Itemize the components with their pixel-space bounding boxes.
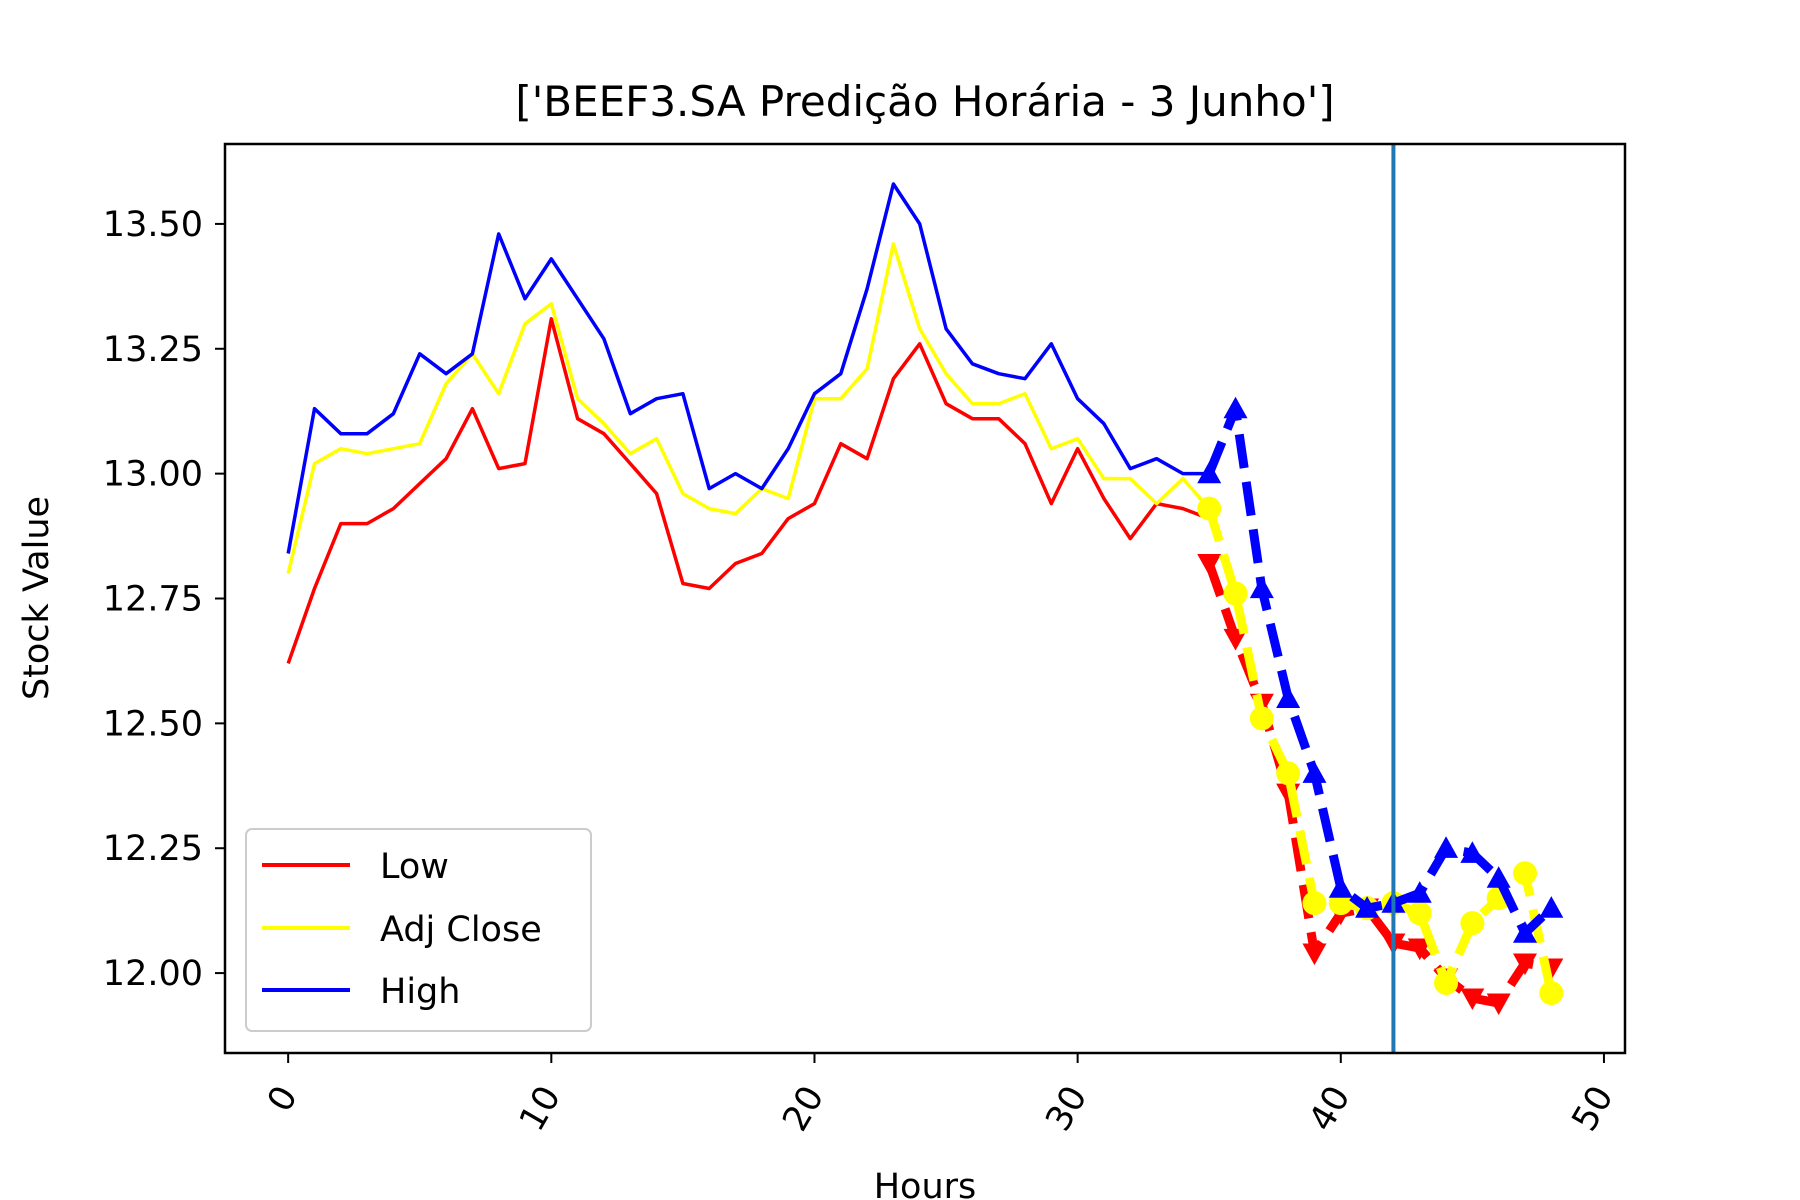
x-tick-label: 20 [775, 1080, 832, 1139]
y-tick-label: 12.50 [103, 704, 203, 744]
x-axis: 0 10 20 30 40 50 [260, 1053, 1622, 1138]
x-tick-label: 30 [1039, 1080, 1096, 1139]
legend: Low Adj Close High [245, 828, 592, 1032]
prediction-marker-triangle-down [1223, 628, 1248, 651]
prediction-marker-circle [1407, 901, 1432, 926]
prediction-marker-circle [1460, 911, 1485, 936]
series-line-adj-close [286, 242, 1211, 574]
legend-label-high: High [380, 972, 460, 1012]
chart-title: ['BEEF3.SA Predição Horária - 3 Junho'] [515, 77, 1334, 126]
prediction-marker-circle [1302, 891, 1327, 916]
prediction-marker-circle [1223, 581, 1248, 606]
prediction-marker-circle [1197, 496, 1222, 521]
prediction-marker-triangle-up [1302, 761, 1327, 783]
prediction-marker-triangle-down [1460, 988, 1485, 1011]
prediction-marker-triangle-down [1486, 993, 1511, 1016]
prediction-marker-triangle-down [1513, 953, 1537, 976]
y-tick-label: 12.00 [103, 954, 203, 994]
prediction-marker-triangle-up [1486, 866, 1511, 888]
prediction-marker-triangle-down [1302, 943, 1327, 966]
prediction-marker-triangle-down [1197, 553, 1222, 576]
series-layer [286, 182, 1211, 664]
prediction-marker-triangle-up [1223, 396, 1248, 419]
legend-frame [245, 828, 592, 1032]
prediction-marker-circle [1249, 706, 1274, 731]
series-line-low [286, 317, 1210, 664]
prediction-marker-triangle-down [1407, 938, 1432, 961]
prediction-marker-triangle-up [1539, 896, 1564, 918]
prediction-marker-triangle-up [1249, 576, 1274, 599]
x-tick-label: 40 [1302, 1080, 1359, 1139]
x-axis-title: Hours [874, 1167, 977, 1200]
x-tick-label: 50 [1565, 1080, 1622, 1139]
prediction-marker-triangle-up [1460, 841, 1485, 863]
prediction-marker-triangle-up [1276, 686, 1301, 708]
y-axis: 12.00 12.25 12.50 12.75 13.00 13.25 13.50 [103, 205, 225, 994]
prediction-marker-circle [1276, 761, 1301, 786]
y-tick-label: 13.25 [103, 330, 203, 370]
prediction-marker-circle [1434, 971, 1459, 996]
y-axis-title: Stock Value [17, 496, 57, 700]
prediction-line-triangle-down [1204, 562, 1553, 1008]
prediction-marker-circle [1513, 861, 1537, 886]
y-tick-label: 12.75 [103, 580, 203, 620]
y-tick-label: 13.50 [103, 205, 203, 245]
prediction-marker-triangle-up [1513, 921, 1537, 943]
y-tick-label: 13.00 [103, 455, 203, 495]
x-tick-label: 10 [512, 1080, 569, 1139]
prediction-marker-circle [1539, 981, 1564, 1006]
prediction-marker-triangle-up [1434, 836, 1459, 858]
legend-label-adj-close: Adj Close [380, 910, 542, 950]
y-tick-label: 12.25 [103, 829, 203, 869]
prediction-line-triangle-up [1205, 404, 1555, 938]
series-line-high [286, 182, 1210, 554]
prediction-marker-triangle-up [1407, 881, 1432, 903]
prediction-marker-triangle-up [1355, 896, 1380, 918]
prediction-marker-triangle-up [1328, 876, 1353, 898]
prediction-layer [1197, 396, 1564, 1016]
x-tick-label: 0 [260, 1080, 306, 1119]
legend-label-low: Low [380, 847, 449, 887]
prediction-marker-triangle-up [1197, 461, 1222, 484]
